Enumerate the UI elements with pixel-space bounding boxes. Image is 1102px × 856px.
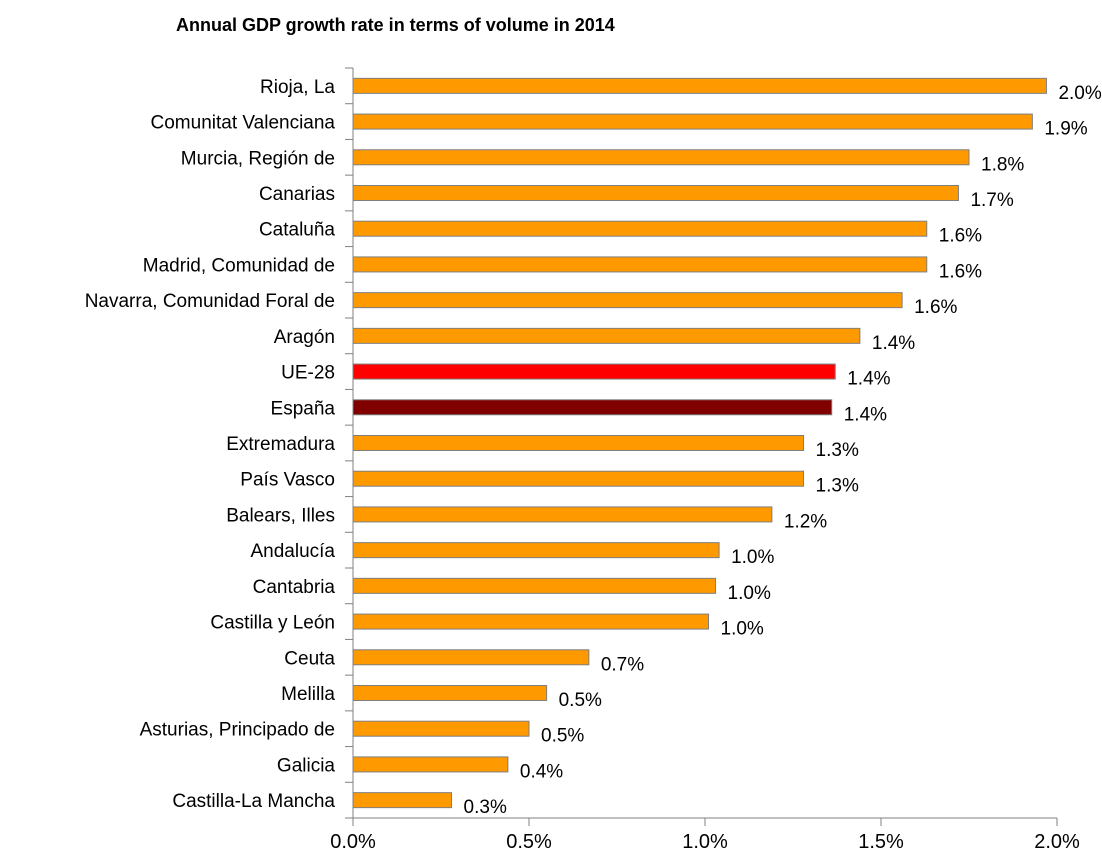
data-label: 1.2% — [784, 511, 827, 532]
data-label: 1.4% — [844, 404, 887, 425]
category-label: Madrid, Comunidad de — [143, 255, 335, 276]
category-label: Aragón — [274, 327, 335, 348]
category-label: Murcia, Región de — [181, 148, 335, 169]
data-label: 1.0% — [731, 547, 774, 568]
category-label: Extremadura — [226, 434, 335, 455]
data-label: 0.5% — [541, 726, 584, 747]
category-label: Andalucía — [250, 541, 335, 562]
x-tick-label: 1.0% — [682, 831, 728, 853]
category-label: UE-28 — [281, 363, 335, 384]
data-label: 1.4% — [872, 333, 915, 354]
data-label: 1.0% — [728, 583, 771, 604]
category-label: España — [271, 398, 336, 419]
bar — [352, 577, 717, 594]
bar — [352, 792, 453, 809]
data-label: 2.0% — [1058, 83, 1101, 104]
bar — [352, 542, 720, 559]
category-label: Melilla — [281, 684, 335, 705]
bar — [352, 185, 959, 201]
bar — [352, 685, 548, 701]
bar — [352, 649, 590, 666]
data-label: 1.3% — [816, 476, 859, 497]
category-label: Canarias — [259, 184, 335, 205]
bar — [352, 470, 805, 487]
bar — [352, 256, 928, 273]
data-label: 1.9% — [1044, 119, 1087, 140]
data-label: 1.4% — [847, 369, 890, 390]
category-label: Comunitat Valenciana — [151, 113, 336, 134]
data-label: 1.6% — [939, 261, 982, 282]
data-label: 1.6% — [939, 226, 982, 247]
category-label: Cantabria — [253, 577, 336, 598]
category-label: Galicia — [277, 755, 336, 776]
bar — [352, 399, 833, 416]
bar — [352, 113, 1033, 130]
category-label: Ceuta — [284, 648, 335, 669]
category-label: Navarra, Comunidad Foral de — [85, 291, 335, 312]
category-label: Rioja, La — [260, 77, 335, 98]
category-label: País Vasco — [240, 470, 335, 491]
x-tick-label: 1.5% — [858, 831, 904, 853]
bar — [352, 506, 773, 523]
data-label: 0.5% — [559, 690, 602, 711]
bar — [352, 363, 836, 380]
bar — [352, 435, 805, 451]
chart-title: Annual GDP growth rate in terms of volum… — [176, 15, 615, 35]
bar — [352, 720, 530, 737]
x-tick-label: 2.0% — [1034, 831, 1080, 853]
category-label: Asturias, Principado de — [140, 720, 335, 741]
bar — [352, 613, 710, 630]
data-label: 0.7% — [601, 654, 644, 675]
category-label: Balears, Illes — [226, 505, 335, 526]
data-label: 1.0% — [721, 619, 764, 640]
data-label: 0.4% — [520, 761, 563, 782]
data-label: 1.3% — [816, 440, 859, 461]
data-label: 1.7% — [970, 190, 1013, 211]
bar — [352, 327, 861, 344]
data-label: 1.8% — [981, 154, 1024, 175]
x-tick-label: 0.5% — [506, 831, 552, 853]
data-label: 0.3% — [464, 797, 507, 818]
category-label: Castilla y León — [210, 613, 335, 634]
bar — [352, 149, 970, 166]
category-label: Cataluña — [259, 220, 335, 241]
bar — [352, 77, 1047, 94]
bar — [352, 756, 509, 773]
data-label: 1.6% — [914, 297, 957, 318]
bar — [352, 220, 928, 237]
bar — [352, 292, 903, 309]
x-tick-label: 0.0% — [330, 831, 376, 853]
category-label: Castilla-La Mancha — [172, 791, 335, 812]
